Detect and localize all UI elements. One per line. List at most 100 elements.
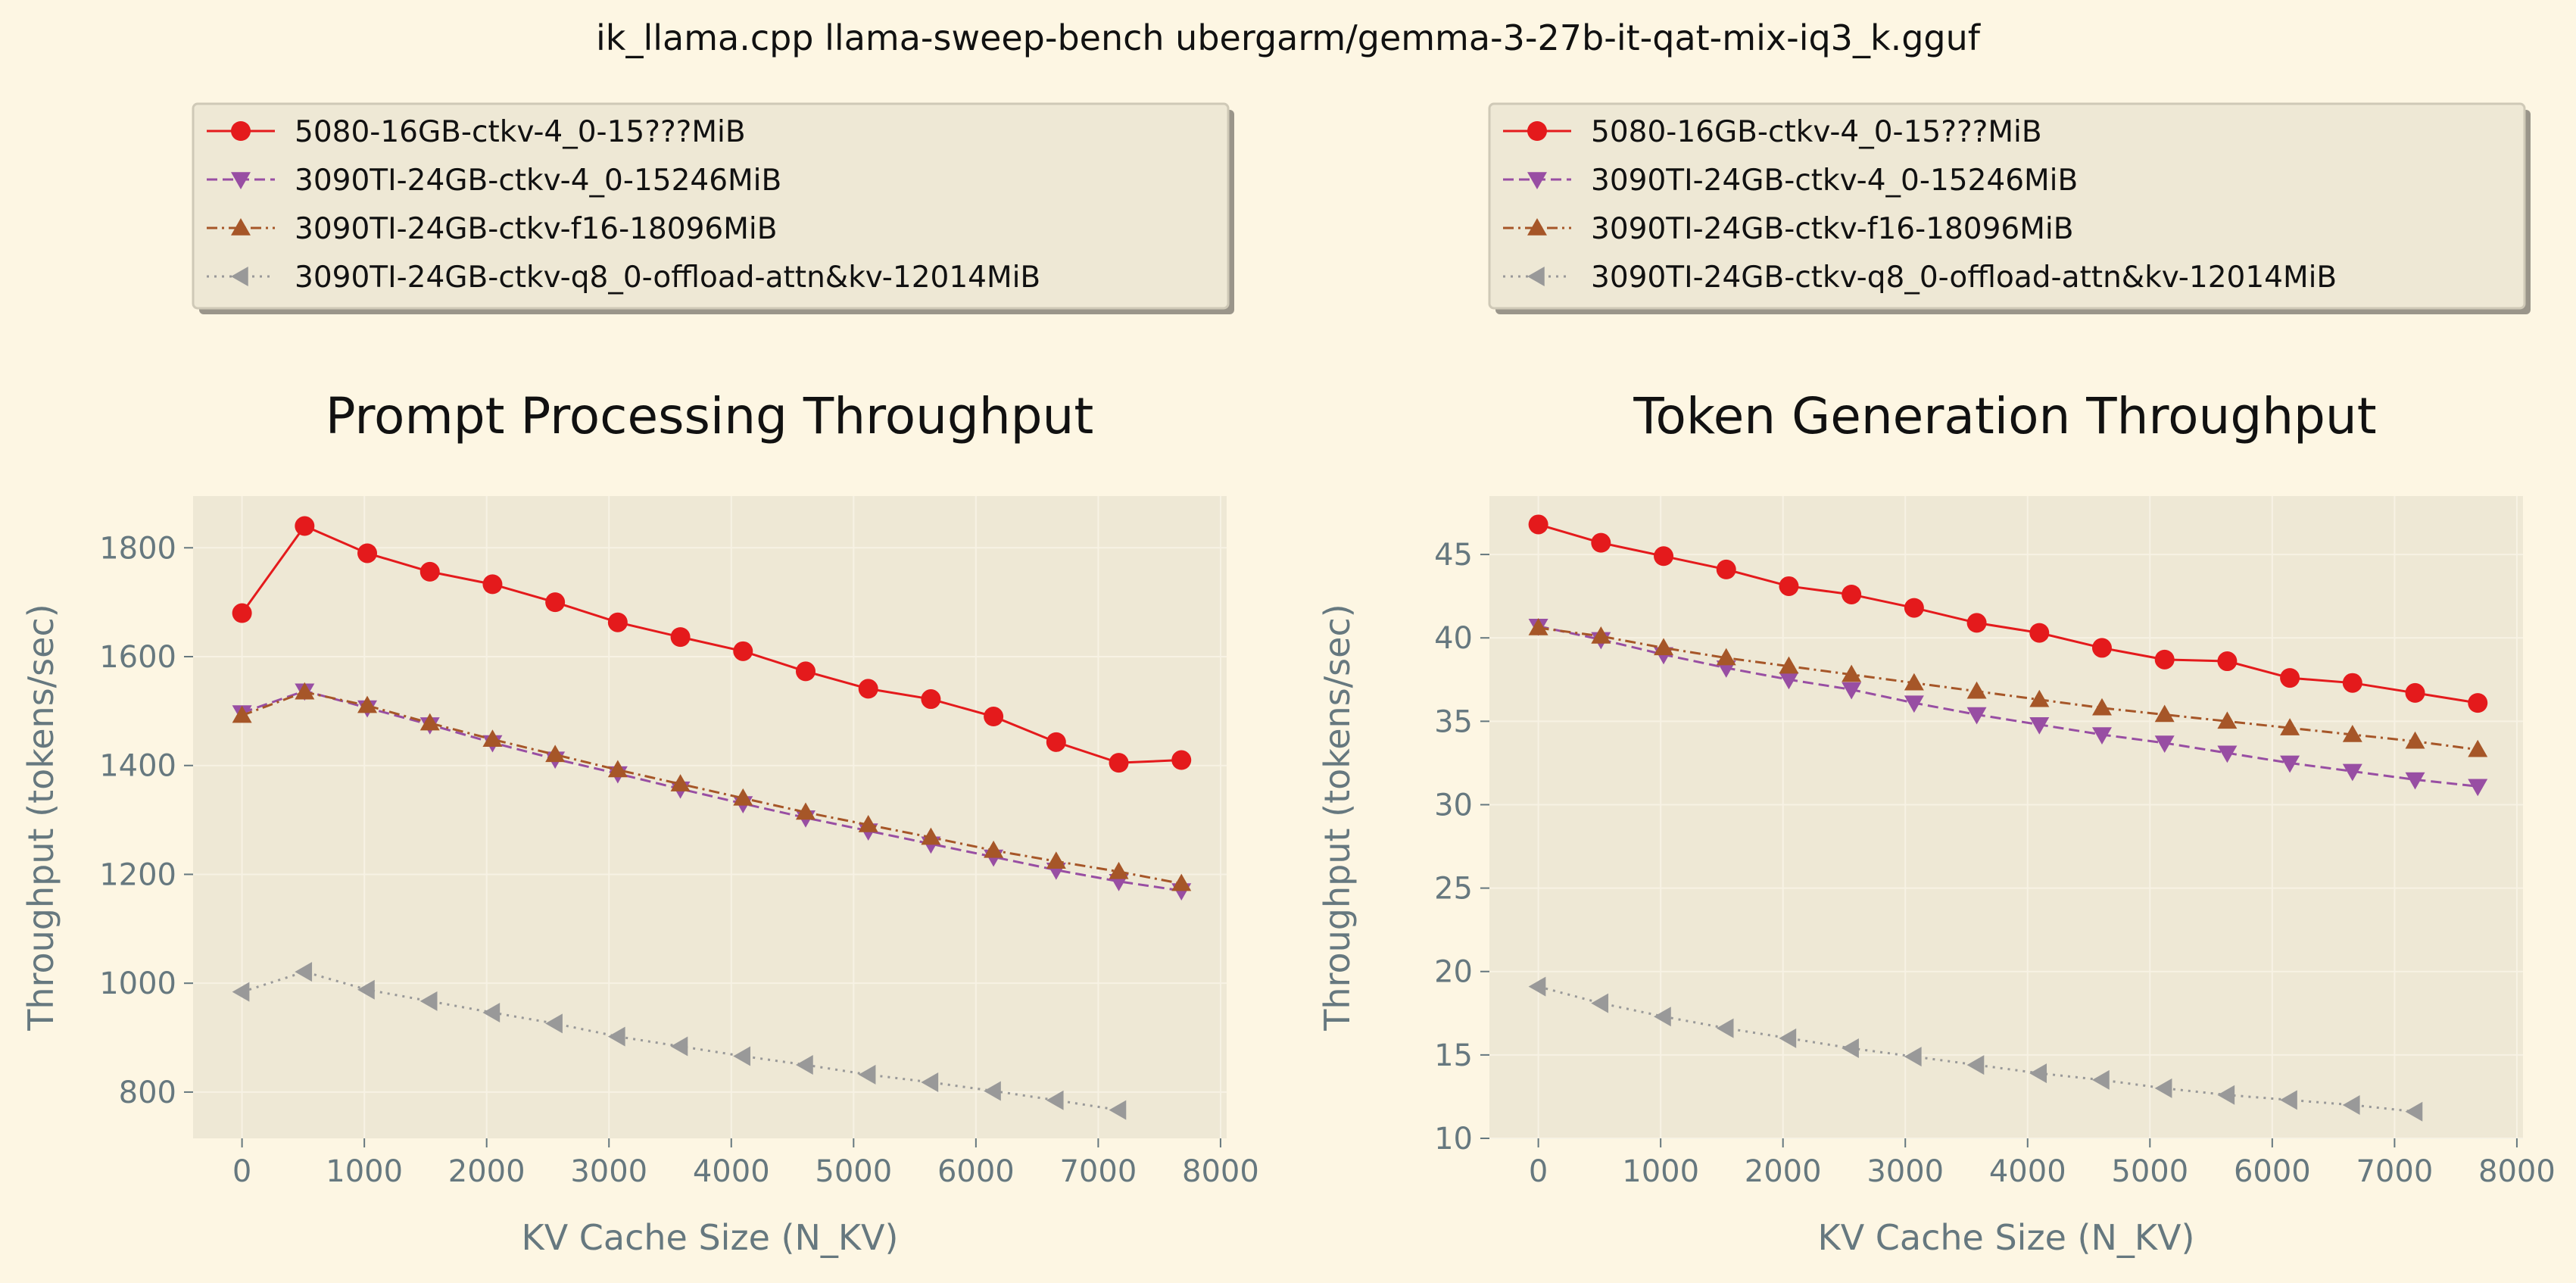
data-point <box>858 679 878 699</box>
data-point <box>232 982 250 1002</box>
legend-marker <box>1527 121 1547 141</box>
x-tick-label: 5000 <box>2111 1154 2188 1189</box>
data-point <box>357 543 378 563</box>
data-point <box>482 1002 501 1022</box>
token-generation-panel: 0 1000 2000 3000 4000 5000 6000 7000 8000 10 15 20 2… <box>1317 102 2556 1258</box>
y-tick-label: 1400 <box>99 749 176 784</box>
data-point <box>1966 613 1987 633</box>
legend-item: 3090TI-24GB-ctkv-f16-18096MiB <box>207 212 777 246</box>
data-point <box>1046 732 1066 752</box>
data-point <box>1171 750 1192 770</box>
plot-area <box>193 496 1227 1138</box>
data-point <box>1966 707 1987 725</box>
data-point <box>984 1081 1001 1101</box>
data-point <box>1842 664 1862 682</box>
data-point <box>2029 623 2050 643</box>
legend: 5080-16GB-ctkv-4_0-15???MiB 3090TI-24GB-c… <box>192 102 1234 314</box>
y-tick-label: 10 <box>1434 1122 1473 1157</box>
x-tick-label: 0 <box>1529 1154 1548 1189</box>
data-point <box>1528 514 1548 535</box>
x-tick-label: 2000 <box>448 1154 525 1189</box>
data-point <box>1654 1007 1671 1027</box>
legend: 5080-16GB-ctkv-4_0-15???MiB 3090TI-24GB-c… <box>1488 102 2531 314</box>
series-line <box>1538 626 2478 751</box>
data-point <box>1904 598 1924 618</box>
data-point <box>545 745 566 763</box>
legend-item: 3090TI-24GB-ctkv-4_0-15246MiB <box>207 164 781 198</box>
data-point <box>2342 763 2362 782</box>
data-point <box>1591 993 1609 1013</box>
data-point <box>545 592 566 613</box>
data-point <box>419 713 440 731</box>
data-point <box>295 962 313 982</box>
legend-box <box>192 102 1230 310</box>
data-point <box>858 815 878 832</box>
x-tick-label: 7000 <box>1059 1154 1137 1189</box>
legend-label: 5080-16GB-ctkv-4_0-15???MiB <box>295 115 746 149</box>
data-point <box>545 1013 563 1034</box>
data-point <box>921 827 941 845</box>
data-point <box>1109 1100 1127 1120</box>
legend-label: 3090TI-24GB-ctkv-f16-18096MiB <box>295 212 777 246</box>
y-tick-label: 1600 <box>99 640 176 675</box>
series-3 <box>232 682 1192 891</box>
data-point <box>2029 689 2050 707</box>
series-line <box>242 970 1119 1112</box>
x-tick-label: 0 <box>232 1154 251 1189</box>
data-point <box>1842 1038 1859 1059</box>
data-point <box>1528 976 1546 997</box>
data-point <box>357 979 375 1000</box>
data-point <box>2217 1085 2235 1105</box>
data-point <box>1779 672 1799 690</box>
legend-item: 3090TI-24GB-ctkv-q8_0-offload-attn&kv-12… <box>1503 261 2337 295</box>
data-point <box>295 682 315 700</box>
x-tick-label: 3000 <box>570 1154 647 1189</box>
legend-marker <box>231 172 251 189</box>
data-point <box>2154 704 2175 723</box>
data-point <box>1716 1018 1734 1038</box>
data-point <box>1046 851 1066 869</box>
data-point <box>2217 711 2238 729</box>
data-point <box>2217 651 2238 672</box>
data-point <box>295 516 315 536</box>
data-point <box>2468 693 2488 713</box>
data-point <box>1842 682 1862 700</box>
data-point <box>2154 649 2175 670</box>
data-point <box>607 1026 625 1047</box>
data-point <box>1904 673 1924 691</box>
data-point <box>2342 724 2362 742</box>
legend-item: 5080-16GB-ctkv-4_0-15???MiB <box>207 115 746 149</box>
legend-item: 3090TI-24GB-ctkv-q8_0-offload-attn&kv-12… <box>207 261 1040 295</box>
series-line <box>1538 625 2478 788</box>
y-tick-label: 800 <box>119 1075 176 1110</box>
data-point <box>733 788 753 806</box>
chart-title: Prompt Processing Throughput <box>326 387 1094 445</box>
data-point <box>1591 626 1611 644</box>
data-point <box>2405 731 2425 749</box>
data-point <box>795 661 816 682</box>
x-tick-label: 1000 <box>326 1154 403 1189</box>
x-tick-label: 4000 <box>693 1154 770 1189</box>
data-point <box>1716 559 1736 579</box>
y-tick-label: 15 <box>1434 1038 1473 1073</box>
data-point <box>1654 638 1674 656</box>
legend-marker <box>231 267 248 286</box>
data-point <box>670 627 691 648</box>
data-point <box>2280 1090 2297 1110</box>
series-1 <box>1528 514 2488 713</box>
data-point <box>419 561 440 582</box>
x-tick-label: 5000 <box>815 1154 892 1189</box>
legend-label: 3090TI-24GB-ctkv-f16-18096MiB <box>1591 212 2073 246</box>
legend-label: 3090TI-24GB-ctkv-4_0-15246MiB <box>295 164 781 198</box>
data-point <box>1904 1047 1922 1067</box>
data-point <box>1716 648 1736 666</box>
x-tick-label: 4000 <box>1989 1154 2066 1189</box>
data-point <box>1528 618 1548 635</box>
x-tick-label: 8000 <box>2478 1154 2556 1189</box>
data-point <box>2468 779 2488 797</box>
data-point <box>1842 584 1862 604</box>
data-point <box>482 729 503 747</box>
data-point <box>2405 772 2425 790</box>
data-point <box>1966 1055 1985 1075</box>
